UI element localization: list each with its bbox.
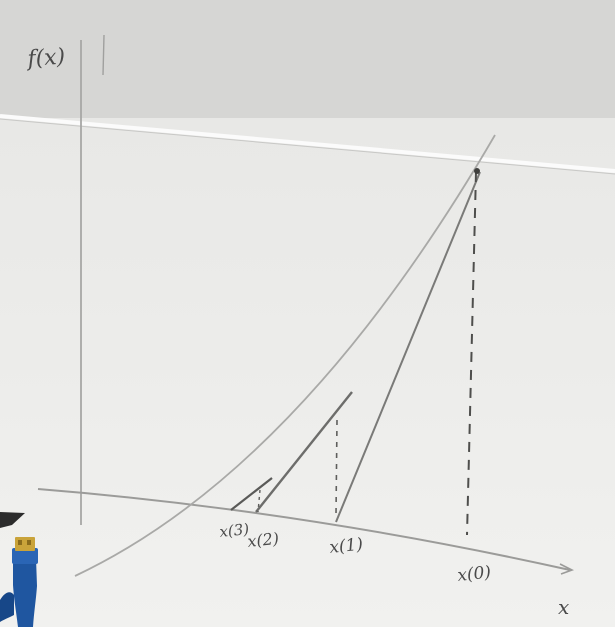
start-point: [474, 168, 480, 174]
drop-line-x0: [466, 171, 477, 536]
board-seam-shadow: [0, 118, 615, 175]
usb-plug-icon: [0, 537, 38, 627]
drop-line-x1: [335, 419, 338, 516]
marker-tray: [0, 512, 25, 528]
tangent-line-0: [335, 171, 481, 523]
iterate-label-x3: x(3): [219, 520, 251, 541]
y-axis-label: f(x): [25, 44, 66, 72]
y-axis-tick: [102, 34, 105, 76]
x-axis-arrow: [559, 563, 575, 575]
board-seam: [0, 114, 615, 173]
iterate-label-x2: x(2): [246, 529, 279, 551]
function-curve: [74, 134, 496, 577]
x-axis-label: x: [558, 595, 569, 619]
iterate-label-x1: x(1): [328, 535, 364, 558]
tangent-line-2: [230, 477, 273, 511]
upper-board-shade: [0, 0, 615, 118]
x-axis: [37, 488, 571, 571]
iterate-label-x0: x(0): [456, 563, 492, 586]
tangent-line-1: [255, 391, 353, 513]
